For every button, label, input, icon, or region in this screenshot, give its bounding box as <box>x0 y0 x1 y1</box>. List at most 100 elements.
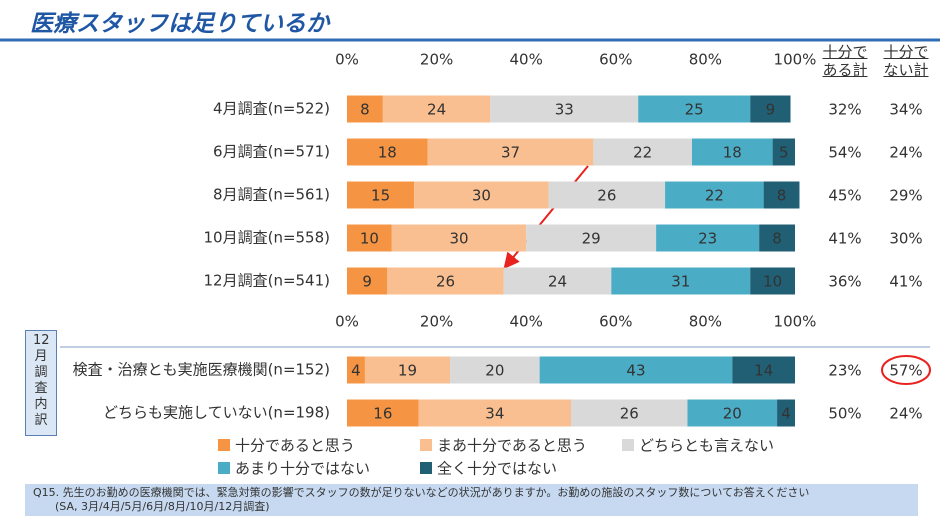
bar-label: 30 <box>472 187 491 205</box>
bar-segment <box>391 224 527 252</box>
bar-segment <box>490 95 639 123</box>
legend-swatch <box>218 462 230 474</box>
bar-segment <box>418 399 571 427</box>
bar-label: 4 <box>351 362 361 380</box>
bar-segment <box>777 399 795 427</box>
bar-label: 8 <box>772 230 782 248</box>
bar-label: 18 <box>378 144 397 162</box>
bar-label: 31 <box>671 273 690 291</box>
bar-segment <box>593 138 692 166</box>
bar-label: 5 <box>779 144 789 162</box>
bar-label: 34 <box>485 405 504 423</box>
bar-segment <box>526 224 657 252</box>
bar-label: 10 <box>763 273 782 291</box>
bar-label: 37 <box>501 144 520 162</box>
bar-label: 8 <box>777 187 787 205</box>
bar-segment <box>759 224 795 252</box>
bar-label: 26 <box>436 273 455 291</box>
category-label: どちらも実施していない(n=198) <box>103 404 330 422</box>
bar-label: 4 <box>781 405 791 423</box>
footnote-line: Q15. 先生のお勤めの医療機関では、緊急対策の影響でスタッフの数が足りないなど… <box>33 486 810 499</box>
category-label: 8月調査(n=561) <box>213 186 330 204</box>
bar-label: 29 <box>582 230 601 248</box>
bar-label: 14 <box>754 362 773 380</box>
group-label: 12月調査内訳 <box>33 333 50 428</box>
footnote-line: (SA, 3月/4月/5月/6月/8月/10月/12月調査) <box>55 500 270 513</box>
total-label: 24% <box>889 405 922 423</box>
bar-label: 24 <box>548 273 567 291</box>
bar-segment <box>763 181 800 209</box>
bar-segment <box>382 95 491 123</box>
bar-segment <box>347 267 388 295</box>
bar-segment <box>414 181 549 209</box>
legend-swatch <box>218 439 230 451</box>
x-tick-label: 20% <box>420 51 453 69</box>
bar-label: 20 <box>723 405 742 423</box>
bar-label: 19 <box>398 362 417 380</box>
bar-label: 18 <box>723 144 742 162</box>
bar-label: 22 <box>633 144 652 162</box>
bar-segment <box>548 181 666 209</box>
total-label: 36% <box>828 273 861 291</box>
bar-segment <box>503 267 612 295</box>
total-label: 23% <box>828 362 861 380</box>
bar-segment <box>427 138 594 166</box>
legend-label: どちらとも言えない <box>639 437 774 455</box>
x-tick-label: 0% <box>335 51 359 69</box>
footnote: Q15. 先生のお勤めの医療機関では、緊急対策の影響でスタッフの数が足りないなど… <box>25 484 918 516</box>
bar-label: 9 <box>766 101 776 119</box>
total-label: 41% <box>828 230 861 248</box>
total-label: 54% <box>828 144 861 162</box>
total-label: 30% <box>889 230 922 248</box>
total-label: 41% <box>889 273 922 291</box>
total-label: 50% <box>828 405 861 423</box>
legend-label: 十分であると思う <box>235 437 355 455</box>
category-label: 12月調査(n=541) <box>204 272 331 290</box>
bar-segment <box>539 356 733 384</box>
legend-swatch <box>622 439 634 451</box>
bar-label: 43 <box>626 362 645 380</box>
bar-label: 33 <box>555 101 574 119</box>
category-label: 4月調査(n=522) <box>213 100 330 118</box>
bar-segment <box>387 267 504 295</box>
bar-segment <box>364 356 451 384</box>
bar-label: 24 <box>427 101 446 119</box>
bar-label: 30 <box>449 230 468 248</box>
bar-segment <box>691 138 773 166</box>
bar-segment <box>347 138 428 166</box>
total-label: 29% <box>889 187 922 205</box>
bar-label: 20 <box>485 362 504 380</box>
bar-segment <box>450 356 540 384</box>
total-label: 24% <box>889 144 922 162</box>
bar-segment <box>571 399 688 427</box>
bar-label: 25 <box>685 101 704 119</box>
legend-label: 全く十分ではない <box>437 460 557 478</box>
bar-segment <box>347 181 415 209</box>
x-tick-label: 80% <box>689 51 722 69</box>
bar-segment <box>732 356 795 384</box>
legend-swatch <box>420 462 432 474</box>
bar-segment <box>347 399 419 427</box>
title: 医療スタッフは足りているか <box>30 11 329 37</box>
legend-swatch <box>420 439 432 451</box>
column-header: 十分でない計 <box>883 43 929 79</box>
total-label: 45% <box>828 187 861 205</box>
bar-segment <box>665 181 764 209</box>
bar-segment <box>772 138 795 166</box>
bar-segment <box>347 356 365 384</box>
bar-label: 26 <box>620 405 639 423</box>
highlight-circle <box>881 355 931 385</box>
bar-segment <box>687 399 778 427</box>
bar-label: 22 <box>705 187 724 205</box>
bar-label: 26 <box>597 187 616 205</box>
column-header: 十分である計 <box>822 43 868 79</box>
category-label: 6月調査(n=571) <box>213 143 330 161</box>
bar-segment <box>347 224 392 252</box>
bar-segment <box>656 224 760 252</box>
x-tick-label: 100% <box>774 313 817 331</box>
legend-label: あまり十分ではない <box>235 460 370 478</box>
bar-segment <box>611 267 751 295</box>
bar-label: 9 <box>362 273 372 291</box>
x-tick-label: 40% <box>510 51 543 69</box>
